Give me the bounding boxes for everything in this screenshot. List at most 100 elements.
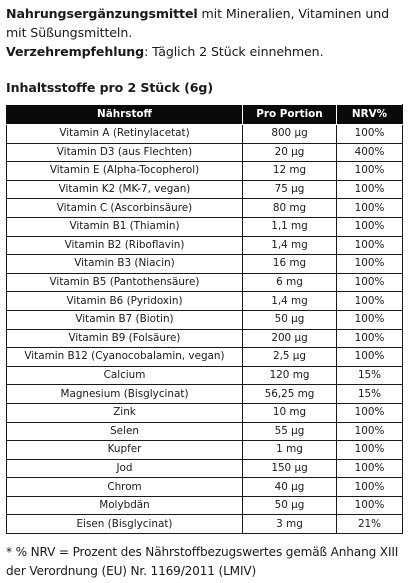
table-row: Vitamin B6 (Pyridoxin) 1,4 mg 100% — [6, 291, 403, 311]
nutrient-cell: Vitamin A (Retinylacetat) — [6, 124, 243, 144]
amount-cell: 20 µg — [242, 142, 337, 163]
nutrient-table: Nährstoff Pro Portion NRV% Vitamin A (Re… — [6, 104, 403, 535]
table-row: Jod 150 µg 100% — [6, 458, 403, 479]
nutrient-cell: Vitamin B2 (Riboflavin) — [6, 235, 243, 256]
nrv-cell: 100% — [336, 440, 403, 460]
product-description: Nahrungsergänzungsmittel mit Mineralien,… — [6, 4, 410, 42]
amount-cell: 80 mg — [242, 198, 337, 218]
nrv-cell: 15% — [336, 384, 403, 404]
nrv-cell: 100% — [336, 161, 403, 181]
ingredients-title: Inhaltsstoffe pro 2 Stück (6g) — [6, 80, 213, 95]
nutrient-cell: Zink — [6, 402, 243, 423]
amount-cell: 50 µg — [242, 309, 337, 330]
amount-cell: 120 mg — [242, 365, 337, 386]
table-row: Selen 55 µg 100% — [6, 421, 403, 442]
amount-cell: 6 mg — [242, 272, 337, 293]
nrv-cell: 100% — [336, 458, 403, 479]
table-row: Vitamin C (Ascorbinsäure) 80 mg 100% — [6, 198, 403, 218]
table-row: Vitamin B2 (Riboflavin) 1,4 mg 100% — [6, 235, 403, 256]
nrv-cell: 100% — [336, 124, 403, 144]
table-row: Vitamin D3 (aus Flechten) 20 µg 400% — [6, 142, 403, 163]
nutrient-cell: Vitamin E (Alpha-Tocopherol) — [6, 161, 243, 181]
amount-cell: 12 mg — [242, 161, 337, 181]
amount-cell: 56,25 mg — [242, 384, 337, 404]
nutrient-cell: Eisen (Bisglycinat) — [6, 514, 243, 535]
nutrient-cell: Vitamin C (Ascorbinsäure) — [6, 198, 243, 218]
nrv-cell: 100% — [336, 495, 403, 516]
table-row: Vitamin K2 (MK-7, vegan) 75 µg 100% — [6, 179, 403, 200]
nrv-cell: 100% — [336, 254, 403, 274]
nrv-cell: 100% — [336, 477, 403, 497]
nrv-cell: 400% — [336, 142, 403, 163]
amount-cell: 800 µg — [242, 124, 337, 144]
dosage-label: Verzehrempfehlung — [6, 44, 145, 59]
table-row: Vitamin B12 (Cyanocobalamin, vegan) 2,5 µ… — [6, 347, 403, 367]
header-per-serving: Pro Portion — [242, 104, 337, 125]
amount-cell: 1 mg — [242, 440, 337, 460]
amount-cell: 150 µg — [242, 458, 337, 479]
table-row: Vitamin B3 (Niacin) 16 mg 100% — [6, 254, 403, 274]
nutrient-cell: Magnesium (Bisglycinat) — [6, 384, 243, 404]
nutrient-cell: Vitamin B1 (Thiamin) — [6, 216, 243, 237]
nutrient-cell: Vitamin K2 (MK-7, vegan) — [6, 179, 243, 200]
table-row: Zink 10 mg 100% — [6, 402, 403, 423]
nutrient-cell: Selen — [6, 421, 243, 442]
header-nutrient: Nährstoff — [6, 104, 243, 125]
nrv-cell: 100% — [336, 291, 403, 311]
amount-cell: 55 µg — [242, 421, 337, 442]
nutrient-cell: Kupfer — [6, 440, 243, 460]
nrv-cell: 100% — [336, 198, 403, 218]
table-row: Vitamin B5 (Pantothensäure) 6 mg 100% — [6, 272, 403, 293]
product-type: Nahrungsergänzungsmittel — [6, 6, 198, 21]
table-row: Magnesium (Bisglycinat) 56,25 mg 15% — [6, 384, 403, 404]
amount-cell: 16 mg — [242, 254, 337, 274]
nrv-cell: 100% — [336, 216, 403, 237]
table-row: Vitamin B9 (Folsäure) 200 µg 100% — [6, 328, 403, 349]
nutrient-cell: Jod — [6, 458, 243, 479]
table-row: Molybdän 50 µg 100% — [6, 495, 403, 516]
nrv-footnote: * % NRV = Prozent des Nährstoffbezugswer… — [6, 545, 399, 578]
amount-cell: 2,5 µg — [242, 347, 337, 367]
amount-cell: 1,4 mg — [242, 291, 337, 311]
nutrient-cell: Vitamin B6 (Pyridoxin) — [6, 291, 243, 311]
table-row: Vitamin B1 (Thiamin) 1,1 mg 100% — [6, 216, 403, 237]
nrv-cell: 15% — [336, 365, 403, 386]
nutrient-cell: Calcium — [6, 365, 243, 386]
table-row: Vitamin B7 (Biotin) 50 µg 100% — [6, 309, 403, 330]
amount-cell: 1,1 mg — [242, 216, 337, 237]
nrv-cell: 100% — [336, 309, 403, 330]
nutrient-cell: Vitamin B7 (Biotin) — [6, 309, 243, 330]
amount-cell: 75 µg — [242, 179, 337, 200]
table-header-row: Nährstoff Pro Portion NRV% — [6, 104, 403, 125]
table-row: Kupfer 1 mg 100% — [6, 440, 403, 460]
nutrient-cell: Vitamin B3 (Niacin) — [6, 254, 243, 274]
nutrient-cell: Chrom — [6, 477, 243, 497]
nrv-cell: 100% — [336, 235, 403, 256]
nutrient-cell: Molybdän — [6, 495, 243, 516]
nutrient-cell: Vitamin B12 (Cyanocobalamin, vegan) — [6, 347, 243, 367]
product-description-text: mit Mineralien, Vitaminen und mit Süßung… — [6, 6, 389, 40]
header-nrv: NRV% — [336, 104, 403, 125]
amount-cell: 10 mg — [242, 402, 337, 423]
nrv-cell: 100% — [336, 347, 403, 367]
amount-cell: 200 µg — [242, 328, 337, 349]
amount-cell: 40 µg — [242, 477, 337, 497]
nutrient-cell: Vitamin B9 (Folsäure) — [6, 328, 243, 349]
dosage-recommendation: Verzehrempfehlung: Täglich 2 Stück einne… — [6, 43, 410, 61]
amount-cell: 50 µg — [242, 495, 337, 516]
nutrient-cell: Vitamin B5 (Pantothensäure) — [6, 272, 243, 293]
table-row: Vitamin E (Alpha-Tocopherol) 12 mg 100% — [6, 161, 403, 181]
nutrient-cell: Vitamin D3 (aus Flechten) — [6, 142, 243, 163]
nrv-cell: 100% — [336, 179, 403, 200]
nrv-cell: 100% — [336, 402, 403, 423]
table-row: Calcium 120 mg 15% — [6, 365, 403, 386]
table-row: Chrom 40 µg 100% — [6, 477, 403, 497]
amount-cell: 1,4 mg — [242, 235, 337, 256]
nrv-cell: 100% — [336, 328, 403, 349]
nrv-cell: 100% — [336, 272, 403, 293]
amount-cell: 3 mg — [242, 514, 337, 535]
dosage-text: : Täglich 2 Stück einnehmen. — [144, 44, 324, 59]
table-row: Eisen (Bisglycinat) 3 mg 21% — [6, 514, 403, 535]
table-row: Vitamin A (Retinylacetat) 800 µg 100% — [6, 124, 403, 144]
nrv-cell: 21% — [336, 514, 403, 535]
